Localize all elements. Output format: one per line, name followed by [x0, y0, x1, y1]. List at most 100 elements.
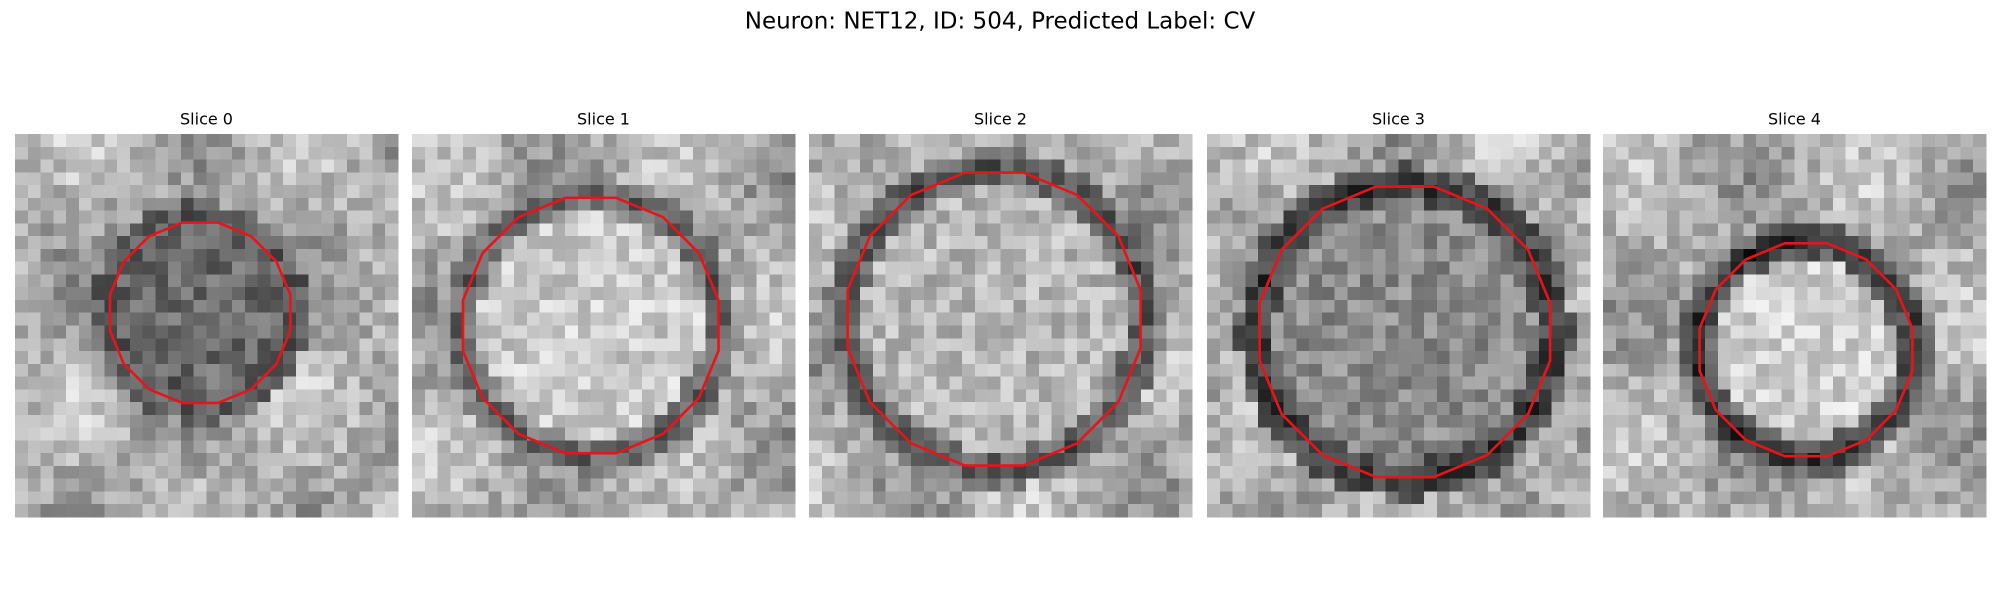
pixel: [1934, 389, 1949, 403]
pixel: [718, 197, 732, 212]
pixel: [1896, 440, 1910, 454]
pixel: [872, 210, 887, 224]
pixel: [1947, 351, 1961, 365]
pixel: [206, 414, 220, 429]
pixel: [629, 478, 643, 492]
pixel: [680, 287, 694, 301]
pixel: [1258, 146, 1272, 161]
pixel: [270, 504, 284, 518]
pixel: [40, 172, 54, 186]
pixel: [1372, 223, 1387, 237]
pixel: [1140, 197, 1155, 212]
pixel: [1334, 134, 1348, 148]
pixel: [1922, 236, 1936, 250]
pixel: [1321, 440, 1336, 454]
pixel: [334, 261, 348, 275]
pixel: [346, 172, 361, 186]
pixel: [1922, 248, 1936, 263]
pixel: [1603, 465, 1617, 480]
pixel: [27, 287, 42, 301]
pixel: [117, 146, 131, 161]
pixel: [809, 389, 823, 403]
pixel: [412, 185, 426, 199]
pixel: [1973, 414, 1987, 429]
pixel: [346, 274, 361, 288]
pixel: [1743, 338, 1757, 352]
pixel: [641, 287, 656, 301]
pixel: [603, 299, 617, 314]
pixel: [1372, 402, 1387, 416]
pixel: [1038, 389, 1053, 403]
pixel: [321, 146, 335, 161]
pixel: [91, 325, 105, 339]
pixel: [308, 440, 322, 454]
pixel: [1475, 159, 1489, 173]
pixel: [142, 197, 156, 212]
pixel: [1947, 159, 1961, 173]
pixel: [1372, 414, 1387, 429]
pixel: [104, 478, 118, 492]
pixel: [1207, 299, 1221, 314]
pixel: [1692, 453, 1706, 467]
pixel: [936, 261, 950, 275]
pixel: [1424, 248, 1438, 263]
pixel: [346, 210, 361, 224]
pixel: [450, 287, 464, 301]
pixel: [565, 223, 579, 237]
pixel: [1628, 478, 1642, 492]
pixel: [718, 312, 732, 326]
pixel: [385, 197, 399, 212]
pixel: [847, 414, 861, 429]
pixel: [1245, 261, 1259, 275]
pixel: [1140, 338, 1155, 352]
pixel: [1013, 465, 1027, 480]
pixel: [654, 197, 668, 212]
pixel: [885, 223, 899, 237]
pixel: [346, 197, 361, 212]
pixel: [193, 299, 207, 314]
pixel: [501, 248, 515, 263]
pixel: [1858, 172, 1872, 186]
pixel: [1820, 491, 1834, 505]
pixel: [1781, 491, 1795, 505]
pixel: [66, 299, 80, 314]
pixel: [385, 223, 399, 237]
pixel: [53, 453, 67, 467]
pixel: [1207, 440, 1221, 454]
pixel: [15, 172, 29, 186]
pixel: [1153, 299, 1167, 314]
pixel: [1807, 402, 1821, 416]
pixel: [834, 172, 848, 186]
pixel: [1654, 325, 1668, 339]
pixel: [1717, 453, 1732, 467]
pixel: [232, 172, 246, 186]
pixel: [321, 478, 335, 492]
pixel: [372, 312, 386, 326]
pixel: [1730, 312, 1744, 326]
pixel: [1807, 197, 1821, 212]
pixel: [1934, 414, 1949, 429]
pixel: [1347, 491, 1361, 505]
pixel: [295, 402, 310, 416]
pixel: [129, 274, 144, 288]
pixel: [1705, 491, 1719, 505]
pixel: [1462, 134, 1476, 148]
pixel: [1077, 299, 1091, 314]
pixel: [385, 325, 399, 339]
pixel: [1743, 261, 1757, 275]
pixel: [1871, 185, 1885, 199]
pixel: [1258, 172, 1272, 186]
pixel: [860, 414, 874, 429]
pixel: [437, 504, 451, 518]
pixel: [539, 172, 553, 186]
pixel: [590, 223, 604, 237]
pixel: [1973, 363, 1987, 378]
pixel: [1296, 210, 1310, 224]
pixel: [1666, 478, 1681, 492]
pixel: [1768, 389, 1783, 403]
pixel: [769, 236, 783, 250]
pixel: [577, 453, 592, 467]
pixel: [1564, 223, 1578, 237]
pixel: [488, 223, 502, 237]
pixel: [308, 223, 322, 237]
